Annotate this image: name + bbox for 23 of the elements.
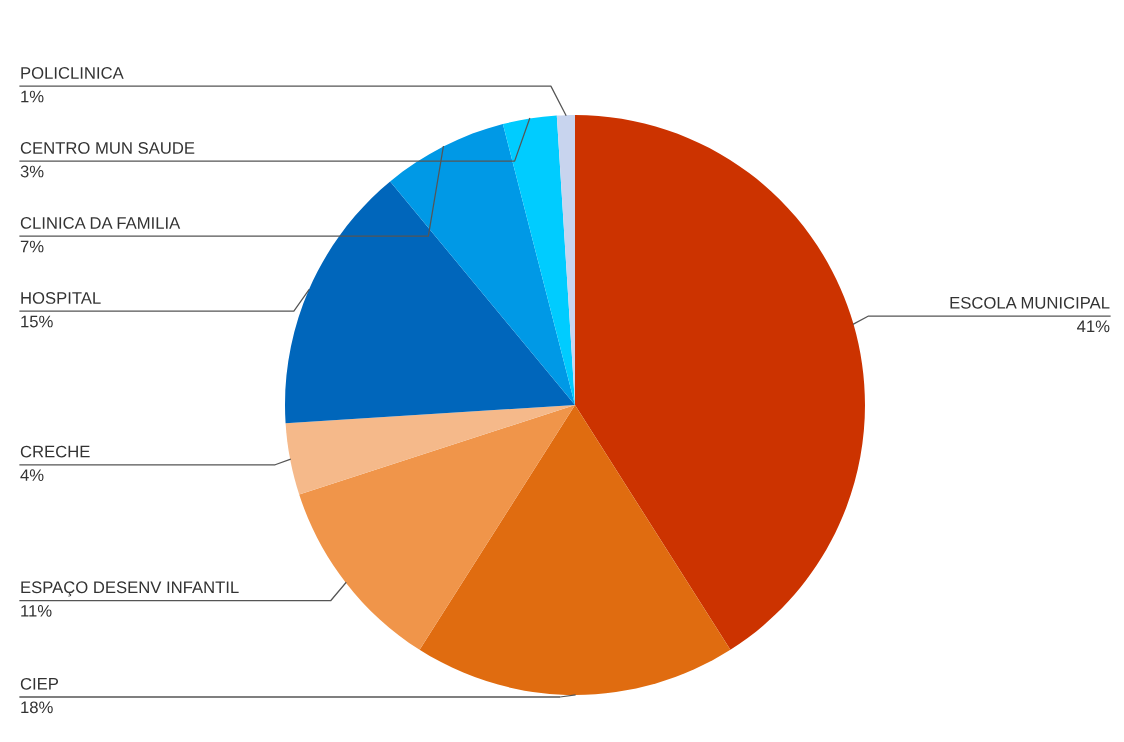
data-label: 18%: [21, 701, 53, 714]
data-label: 41%: [1077, 320, 1110, 333]
slice-label: CIEP: [20, 677, 59, 690]
pie-slice: [575, 115, 865, 650]
slice-label: CLINICA DA FAMILIA: [20, 217, 181, 229]
data-label: 3%: [20, 165, 44, 178]
slice-label: HOSPITAL: [21, 292, 101, 304]
pie-slice: [285, 181, 575, 424]
data-label: 11%: [21, 605, 52, 617]
pie-slice: [299, 405, 575, 650]
slice-label: POLICLINICA: [21, 67, 124, 79]
pie-slice: [285, 405, 575, 495]
slice-label: CENTRO MUN SAUDE: [20, 142, 195, 154]
pie-slice: [419, 405, 731, 695]
pie-slice: [390, 124, 575, 405]
data-label: 15%: [21, 315, 53, 328]
data-label: 1%: [21, 90, 44, 103]
data-label: 7%: [20, 240, 44, 253]
slice-label: CRECHE: [20, 445, 90, 458]
slice-label: ESCOLA MUNICIPAL: [950, 296, 1110, 309]
data-label: 4%: [20, 469, 44, 481]
slice-label: ESPAÇO DESENV INFANTIL: [21, 581, 239, 597]
pie-slice: [502, 115, 575, 405]
